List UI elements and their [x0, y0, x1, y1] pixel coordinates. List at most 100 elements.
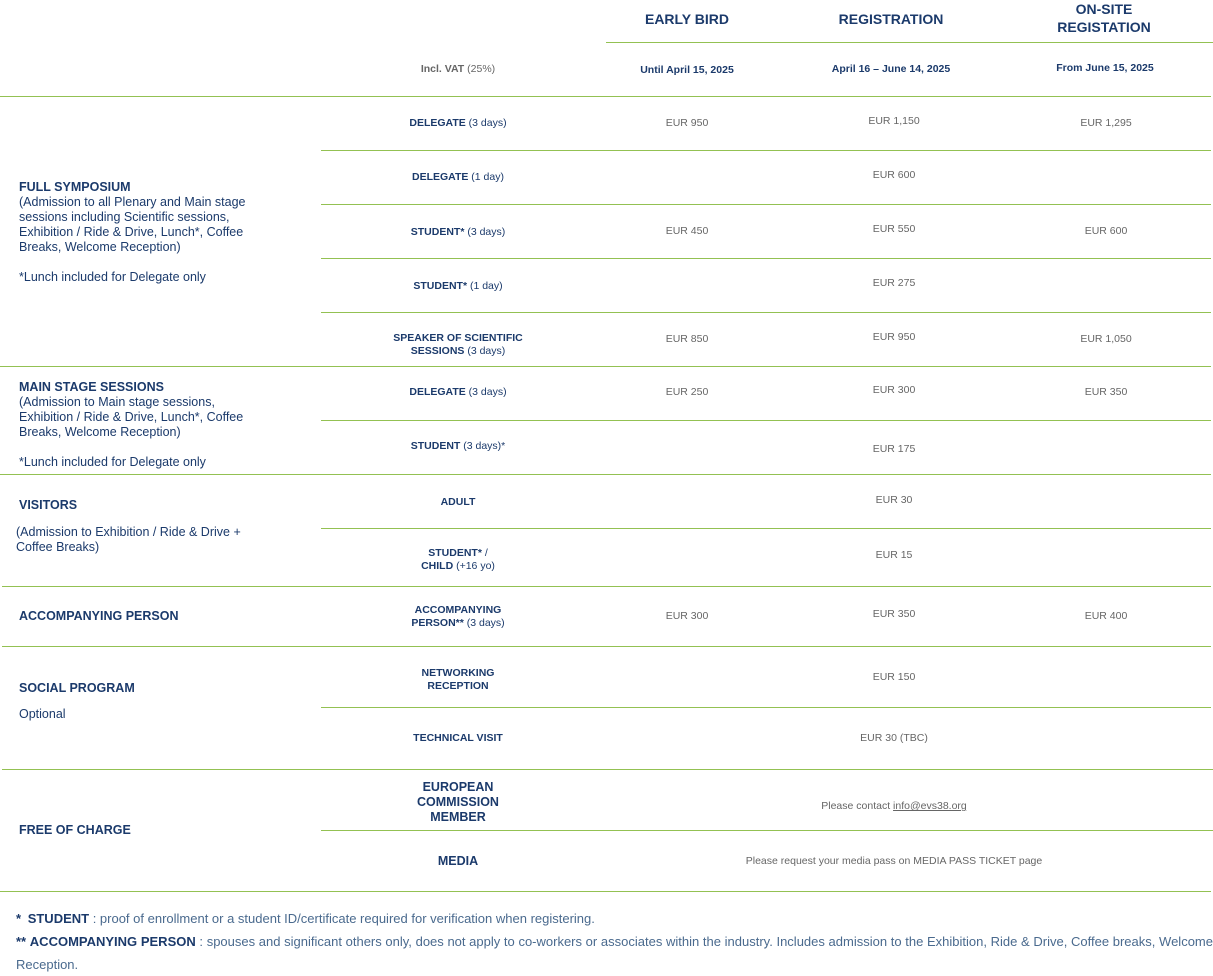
cat-label-bold: NETWORKING — [421, 667, 495, 679]
price-reg-fs-student-1d: EUR 275 — [872, 277, 916, 289]
cat-networking: NETWORKING RECEPTION — [358, 667, 558, 693]
vat-label: Incl. VAT — [420, 63, 465, 75]
row-divider — [321, 258, 1211, 259]
cat-label-note: (3 days) — [463, 617, 505, 629]
cat-fs-student-3d: STUDENT* (3 days) — [358, 226, 558, 239]
footnote-student-star: * — [16, 911, 22, 926]
vat-rate: (25%) — [467, 63, 496, 75]
cat-label-note: (1 day) — [468, 171, 504, 183]
group-divider — [2, 646, 1211, 647]
group-free: FREE OF CHARGE — [19, 823, 259, 838]
footnote-accompanying: ** ACCOMPANYING PERSON : spouses and sig… — [16, 930, 1213, 976]
group-free-title: FREE OF CHARGE — [19, 823, 131, 837]
ec-contact-text: Please contact info@evs38.org — [614, 800, 1174, 812]
price-reg-networking: EUR 150 — [872, 671, 916, 683]
price-reg-technical: EUR 30 (TBC) — [860, 732, 928, 744]
price-onsite-fs-speaker: EUR 1,050 — [1080, 333, 1132, 345]
cat-accompanying: ACCOMPANYING PERSON** (3 days) — [358, 604, 558, 630]
group-main-stage-note: *Lunch included for Delegate only — [19, 455, 206, 469]
cat-label-bold: SESSIONS — [410, 345, 465, 357]
group-main-stage-desc: (Admission to Main stage sessions, Exhib… — [19, 395, 244, 439]
group-full-symposium-desc: (Admission to all Plenary and Main stage… — [19, 195, 246, 254]
price-reg-accompanying: EUR 350 — [872, 608, 916, 620]
cat-fs-delegate-3d: DELEGATE (3 days) — [358, 117, 558, 130]
vat-note: Incl. VAT (25%) — [358, 63, 558, 75]
price-reg-fs-delegate-1d: EUR 600 — [872, 169, 916, 181]
header-bottom-line — [0, 96, 1211, 97]
cat-label-bold: DELEGATE — [409, 117, 466, 129]
group-visitors-desc: (Admission to Exhibition / Ride & Drive … — [16, 525, 241, 554]
row-divider — [321, 707, 1211, 708]
cat-ec-line2: COMMISSION — [417, 795, 499, 809]
group-social-desc: Optional — [19, 707, 66, 721]
row-divider — [321, 204, 1211, 205]
cat-fs-delegate-1d: DELEGATE (1 day) — [358, 171, 558, 184]
group-accompanying: ACCOMPANYING PERSON — [19, 609, 279, 624]
group-visitors-title: VISITORS — [19, 498, 78, 512]
cat-label-note: (+16 yo) — [453, 560, 495, 572]
col-header-registration: REGISTRATION — [838, 11, 944, 27]
header-divider — [606, 42, 1213, 43]
cat-fs-speaker: SPEAKER OF SCIENTIFIC SESSIONS (3 days) — [358, 332, 558, 358]
row-divider — [321, 830, 1213, 831]
group-divider — [0, 366, 1211, 367]
cat-label-bold: PERSON** — [411, 617, 464, 629]
footnote-student: * STUDENT : proof of enrollment or a stu… — [16, 907, 1213, 930]
footnote-student-text: : proof of enrollment or a student ID/ce… — [89, 911, 595, 926]
group-accompanying-title: ACCOMPANYING PERSON — [19, 609, 179, 623]
date-registration: April 16 – June 14, 2025 — [831, 63, 951, 75]
group-visitors: VISITORS — [19, 498, 259, 513]
ec-contact-prefix: Please contact — [821, 800, 894, 812]
cat-ec-member: EUROPEAN COMMISSION MEMBER — [358, 780, 558, 825]
price-reg-visitor-student: EUR 15 — [875, 549, 913, 561]
col-header-early-bird: EARLY BIRD — [644, 11, 730, 27]
cat-fs-student-1d: STUDENT* (1 day) — [358, 280, 558, 293]
footnote-accompanying-star: ** — [16, 934, 27, 949]
cat-label-bold: DELEGATE — [409, 386, 466, 398]
ec-contact-email-link[interactable]: info@evs38.org — [893, 800, 967, 812]
group-divider — [0, 474, 1211, 475]
price-reg-visitor-adult: EUR 30 — [875, 494, 913, 506]
group-full-symposium: FULL SYMPOSIUM (Admission to all Plenary… — [19, 180, 269, 285]
price-reg-fs-delegate-3d: EUR 1,150 — [868, 115, 920, 127]
cat-label-note: (3 days) — [464, 345, 506, 357]
cat-label-bold: STUDENT* — [428, 547, 482, 559]
group-social: SOCIAL PROGRAM Optional — [19, 681, 259, 722]
cat-label-bold: ADULT — [440, 496, 476, 508]
cat-label-bold: SPEAKER OF SCIENTIFIC — [393, 332, 523, 344]
cat-label-note: (3 days) — [465, 386, 507, 398]
price-early-fs-delegate: EUR 950 — [665, 117, 709, 129]
date-onsite: From June 15, 2025 — [1056, 62, 1154, 74]
cat-label-bold: STUDENT* — [410, 226, 465, 238]
cat-ec-line1: EUROPEAN — [422, 780, 494, 794]
cat-label-bold: CHILD — [421, 560, 454, 572]
price-reg-ms-delegate: EUR 300 — [872, 384, 916, 396]
cat-label-note: (3 days) — [465, 117, 507, 129]
row-divider — [321, 150, 1211, 151]
group-divider — [2, 769, 1213, 770]
cat-label-bold: TECHNICAL VISIT — [413, 732, 503, 744]
price-early-ms-delegate: EUR 250 — [665, 386, 709, 398]
cat-technical: TECHNICAL VISIT — [358, 732, 558, 745]
cat-label-note: / — [481, 547, 488, 559]
group-divider — [0, 891, 1211, 892]
price-reg-ms-student: EUR 175 — [872, 443, 916, 455]
group-main-stage-title: MAIN STAGE SESSIONS — [19, 380, 164, 394]
col-header-onsite-line2: REGISTATION — [1057, 19, 1151, 35]
cat-label-bold: DELEGATE — [411, 171, 469, 183]
cat-label-bold: STUDENT* — [413, 280, 468, 292]
col-header-onsite: ON-SITE REGISTATION — [1024, 0, 1184, 36]
price-onsite-ms-delegate: EUR 350 — [1084, 386, 1128, 398]
price-early-accompanying: EUR 300 — [665, 610, 709, 622]
group-main-stage: MAIN STAGE SESSIONS (Admission to Main s… — [19, 380, 269, 470]
row-divider — [321, 420, 1211, 421]
group-full-symposium-title: FULL SYMPOSIUM — [19, 180, 131, 194]
cat-ms-delegate: DELEGATE (3 days) — [358, 386, 558, 399]
cat-label-note: (3 days)* — [460, 440, 506, 452]
footnote-accompanying-label: ACCOMPANYING PERSON — [29, 934, 196, 949]
cat-visitor-student-child: STUDENT* / CHILD (+16 yo) — [358, 547, 558, 573]
group-divider — [2, 586, 1211, 587]
cat-label-bold: STUDENT — [410, 440, 461, 452]
row-divider — [321, 528, 1211, 529]
footnote-accompanying-text: : spouses and significant others only, d… — [16, 934, 1213, 972]
